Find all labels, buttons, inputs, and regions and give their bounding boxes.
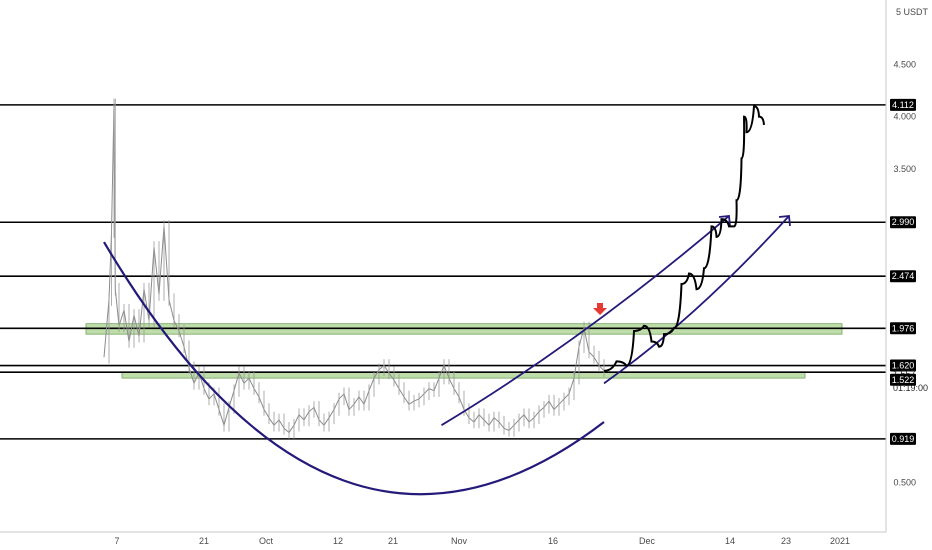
down-arrow-icon	[593, 303, 607, 315]
level-badge-label: 1.620	[892, 361, 915, 371]
x-tick-label: Dec	[639, 536, 656, 546]
trend-arrowhead-2	[778, 214, 791, 227]
projection-path	[603, 105, 765, 372]
y-tick-label: 4.000	[893, 112, 916, 122]
level-badge-label: 0.919	[892, 434, 915, 444]
trend-arrowhead-1	[718, 214, 731, 227]
x-tick-label: Oct	[259, 536, 274, 546]
level-badge	[890, 98, 916, 111]
x-tick-label: 23	[781, 536, 791, 546]
level-badge-label: 4.112	[892, 100, 914, 110]
x-tick-label: Nov	[451, 536, 468, 546]
horizontal-level-lines	[0, 104, 886, 440]
y-tick-label: 3.500	[893, 164, 916, 174]
trend-line-1	[441, 215, 730, 426]
drawn-annotations	[103, 105, 791, 496]
price-unit-label: 5 USDT	[896, 7, 929, 17]
cup-curve	[103, 241, 605, 496]
level-badge	[890, 322, 916, 335]
level-badge	[890, 270, 916, 283]
x-tick-label: 14	[725, 536, 735, 546]
time-axis[interactable]: 7 21 Oct 12 21 Nov 16 Dec 14 23 2021	[0, 531, 886, 546]
level-badge-label: 2.474	[892, 271, 915, 281]
price-axis[interactable]: 5 USDT 4.500 4.000 3.500 0.500 4.112 2.990 2.47…	[885, 0, 929, 532]
level-badge	[890, 432, 916, 445]
x-tick-label: 21	[388, 536, 398, 546]
level-badge-label: 1.976	[892, 323, 915, 333]
y-tick-label: 4.500	[893, 59, 916, 69]
level-badge-label: 2.990	[892, 217, 915, 227]
price-series	[103, 98, 605, 439]
x-tick-label: 16	[548, 536, 558, 546]
x-tick-label: 21	[199, 536, 209, 546]
marker-price-label: 1.522	[892, 375, 915, 385]
countdown-label: 01:19:00	[893, 383, 928, 393]
x-tick-label: 12	[333, 536, 343, 546]
x-tick-label: 2021	[830, 536, 850, 546]
x-tick-label: 7	[114, 536, 119, 546]
y-tick-label: 0.500	[893, 478, 916, 488]
marker-price-badge	[890, 373, 916, 386]
level-badge	[890, 216, 916, 229]
level-badge	[890, 359, 916, 372]
